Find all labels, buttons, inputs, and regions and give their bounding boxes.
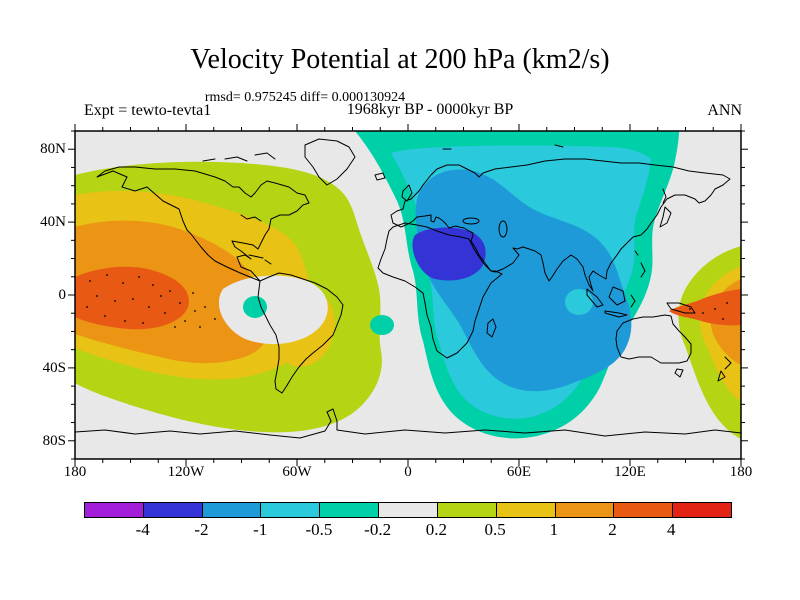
coast-arctic-islands: [202, 144, 564, 162]
colorbar-segment-2: [201, 503, 261, 517]
coast-se-asia-islands: [586, 250, 696, 318]
lon-tick-label-6: 180: [729, 464, 753, 480]
colorbar-label-8: 2: [608, 520, 617, 539]
contour-dateline-2: [669, 289, 741, 326]
coastlines: [74, 138, 742, 439]
lon-tick-label-0: 180: [63, 464, 87, 480]
plot-title: Velocity Potential at 200 hPa (km2/s): [190, 44, 610, 75]
coast-caspian-sea: [498, 220, 508, 238]
colorbar-segment-9: [613, 503, 673, 517]
contour-map: [68, 124, 748, 466]
lat-tick-label-0: 80N: [40, 141, 66, 158]
colorbar-label-3: -0.5: [305, 520, 333, 539]
lon-tick-label-2: 60W: [282, 464, 312, 480]
lon-tick-label-3: 0: [404, 464, 412, 480]
map-frame: [74, 130, 742, 460]
stipple-dots: [86, 274, 728, 328]
contour-west-2: [75, 266, 189, 330]
lat-tick-label-3: 40S: [42, 359, 66, 376]
positive-region-west: [75, 161, 394, 433]
cyan-patch-sumatra: [565, 289, 593, 315]
lon-tick-label-4: 60E: [506, 464, 532, 480]
colorbar-label-5: 0.2: [425, 520, 447, 539]
coast-iceland: [374, 172, 386, 181]
coast-greenland: [304, 138, 356, 186]
lon-tick-label-5: 120E: [614, 464, 646, 480]
coast-caribbean: [248, 254, 272, 265]
neutral-notch-peru: [218, 275, 328, 345]
coast-africa: [377, 222, 503, 359]
colorbar-segment-5: [378, 503, 437, 517]
colorbar: [84, 502, 732, 518]
turquoise-patch-peru: [243, 296, 267, 318]
coast-south-america: [257, 272, 344, 394]
coast-new-zealand: [717, 356, 732, 382]
colorbar-label-2: -1: [253, 520, 268, 539]
experiment-label: Expt = tewto-tevta1: [84, 102, 212, 119]
lat-tick-label-2: 0: [58, 287, 67, 303]
map-canvas: [68, 124, 748, 466]
negative-region-east: [355, 131, 679, 439]
season-label: ANN: [707, 102, 742, 119]
coast-great-lakes: [240, 214, 262, 222]
coast-madagascar: [486, 318, 497, 338]
lat-tick-label-4: 80S: [42, 432, 66, 449]
stats-line: rmsd= 0.975245 diff= 0.000130924: [204, 90, 406, 105]
lat-tick-label-1: 40N: [40, 214, 66, 231]
colorbar-segment-6: [436, 503, 496, 517]
positive-region-dateline: [669, 246, 741, 439]
coast-britain: [401, 184, 413, 202]
colorbar-segment-8: [554, 503, 614, 517]
colorbar-label-0: -4: [135, 520, 150, 539]
colorbar-segment-7: [495, 503, 555, 517]
colorbar-label-4: -0.2: [364, 520, 392, 539]
coast-australia: [615, 314, 692, 378]
lon-tick-label-1: 120W: [167, 464, 205, 480]
coast-antarctica: [74, 408, 742, 439]
colorbar-label-9: 4: [667, 520, 676, 539]
colorbar-segment-3: [260, 503, 320, 517]
colorbar-label-6: 0.5: [484, 520, 506, 539]
coast-north-america: [96, 166, 310, 282]
contour-east--1: [415, 169, 632, 392]
colorbar-segment-4: [319, 503, 379, 517]
colorbar-segment-0: [85, 503, 143, 517]
coast-black-sea: [462, 217, 480, 225]
colorbar-label-7: 1: [549, 520, 559, 539]
colorbar-segment-1: [142, 503, 202, 517]
contour-east--2: [412, 227, 486, 281]
coast-eurasia: [390, 158, 731, 292]
coast-japan: [659, 188, 672, 228]
period-line: 1968kyr BP - 0000kyr BP: [346, 101, 514, 118]
colorbar-segment-10: [672, 503, 731, 517]
turquoise-patch-south-atlantic: [370, 315, 394, 335]
colorbar-label-1: -2: [194, 520, 209, 539]
